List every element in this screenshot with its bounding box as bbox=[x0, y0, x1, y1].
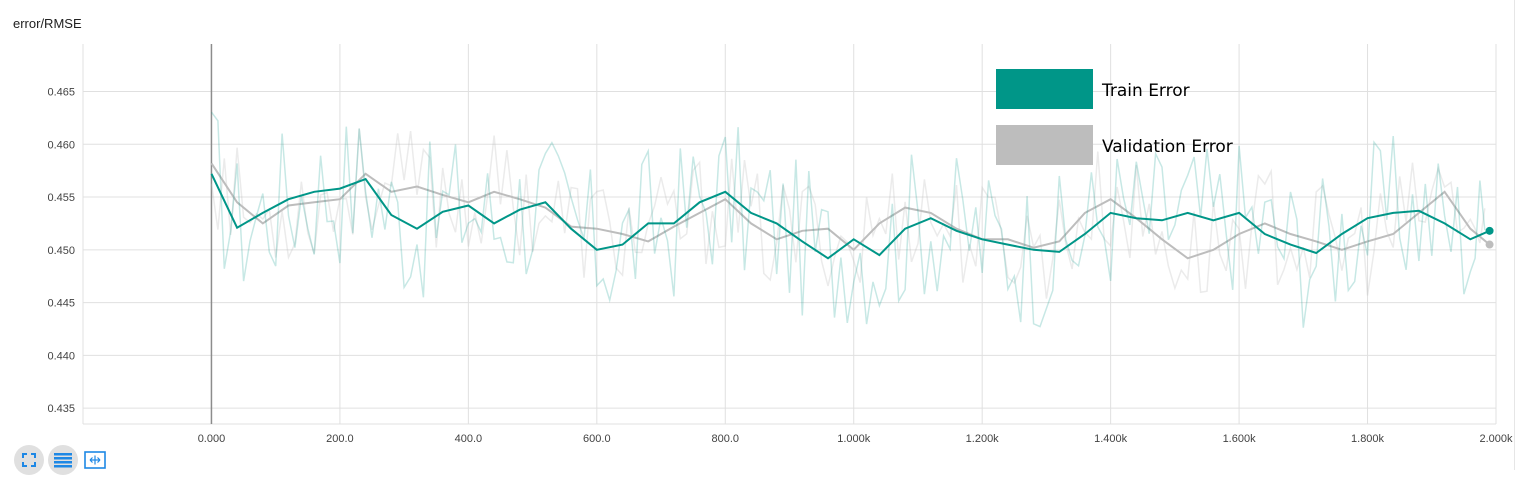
axes: 0.435 0.440 0.445 0.450 0.455 0.460 0.465 0.000… bbox=[47, 44, 1513, 445]
x-tick-label: 1.400k bbox=[1094, 433, 1128, 445]
expand-button[interactable] bbox=[14, 445, 44, 475]
y-tick-label: 0.445 bbox=[47, 298, 75, 310]
card-divider bbox=[1514, 0, 1515, 470]
y-tick-label: 0.450 bbox=[47, 245, 75, 257]
x-tick-label: 1.200k bbox=[966, 433, 1000, 445]
chart-title: error/RMSE bbox=[13, 16, 82, 31]
x-tick-label: 1.800k bbox=[1351, 433, 1385, 445]
legend: Train Error Validation Error bbox=[996, 69, 1233, 165]
x-tick-label: 400.0 bbox=[455, 433, 483, 445]
x-tick-label: 200.0 bbox=[326, 433, 354, 445]
chart-toolbar bbox=[14, 445, 108, 475]
y-tick-label: 0.455 bbox=[47, 192, 75, 204]
validation-error-raw-line bbox=[210, 128, 1486, 299]
x-tick-label: 1.600k bbox=[1223, 433, 1257, 445]
validation-error-line[interactable] bbox=[210, 162, 1491, 260]
x-tick-label: 2.000k bbox=[1479, 433, 1513, 445]
x-tick-label: 800.0 bbox=[712, 433, 740, 445]
legend-swatch-validation bbox=[996, 125, 1093, 165]
y-tick-label: 0.460 bbox=[47, 139, 75, 151]
list-icon bbox=[54, 453, 72, 468]
legend-swatch-train bbox=[996, 69, 1093, 109]
legend-label-validation: Validation Error bbox=[1102, 137, 1233, 157]
fit-domain-button[interactable] bbox=[82, 445, 108, 475]
fit-domain-icon bbox=[84, 451, 106, 469]
validation-error-end-point[interactable] bbox=[1485, 240, 1494, 249]
expand-icon bbox=[22, 453, 36, 467]
x-tick-label: 0.000 bbox=[198, 433, 226, 445]
legend-label-train: Train Error bbox=[1101, 81, 1190, 101]
toggle-log-scale-button[interactable] bbox=[48, 445, 78, 475]
y-tick-label: 0.435 bbox=[47, 403, 75, 415]
x-tick-label: 600.0 bbox=[583, 433, 611, 445]
series-layer bbox=[210, 111, 1494, 328]
x-tick-label: 1.000k bbox=[837, 433, 871, 445]
y-tick-label: 0.440 bbox=[47, 350, 75, 362]
y-tick-label: 0.465 bbox=[47, 87, 75, 99]
train-error-end-point[interactable] bbox=[1485, 226, 1494, 235]
train-error-line[interactable] bbox=[210, 173, 1491, 260]
